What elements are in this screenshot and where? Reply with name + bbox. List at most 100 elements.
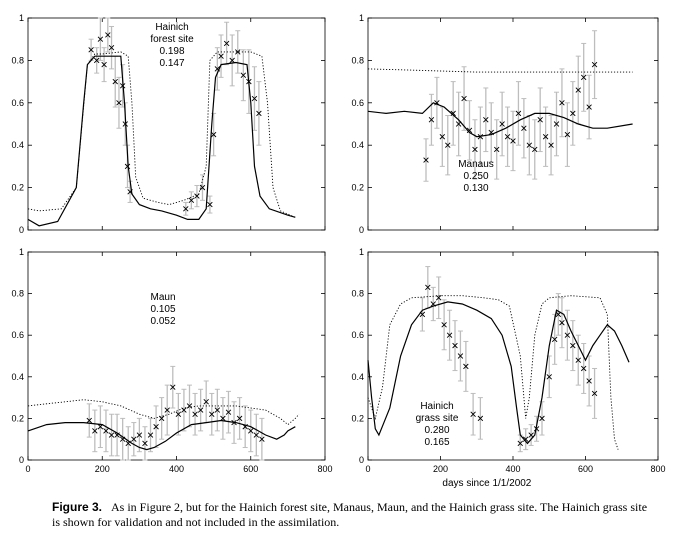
observation-point: [86, 417, 92, 424]
observation-point: [136, 432, 143, 438]
prior-line: [27, 51, 296, 218]
observation-point: [203, 399, 209, 405]
observation-point: [214, 66, 221, 72]
observation-point: [463, 363, 469, 370]
observation-point: [455, 121, 462, 127]
x-axis-label: days since 1/1/2002: [442, 478, 531, 489]
observation-point: [210, 131, 217, 138]
y-tick-label: 0.2: [351, 413, 364, 423]
posterior-line: [27, 55, 296, 227]
caption-text: As in Figure 2, but for the Hainich fore…: [52, 500, 648, 529]
observation-point: [521, 125, 527, 131]
observation-point: [175, 411, 182, 417]
posterior-value: 0.165: [424, 437, 449, 448]
y-tick-label: 0.8: [351, 55, 364, 65]
posterior-value: 0.147: [159, 58, 184, 69]
observation-point: [510, 138, 516, 144]
observation-point: [575, 357, 581, 363]
site-label-line-2: forest site: [150, 34, 194, 45]
observation-point: [586, 104, 592, 110]
observation-point: [192, 411, 198, 417]
observation-point: [537, 117, 543, 123]
observation-point: [183, 206, 189, 212]
observation-point: [559, 320, 565, 326]
prior-line: [367, 295, 619, 450]
observation-point: [92, 428, 98, 434]
x-tick-label: 600: [578, 464, 593, 474]
y-tick-label: 0.2: [11, 183, 24, 193]
y-tick-label: 1: [19, 13, 24, 23]
observation-point: [591, 61, 598, 68]
y-tick-label: 1: [19, 247, 24, 257]
observation-point: [517, 440, 523, 447]
observation-point: [452, 342, 458, 349]
posterior-line: [367, 301, 630, 445]
observation-point: [116, 100, 122, 106]
observation-point: [170, 384, 176, 390]
observation-point: [551, 336, 558, 343]
observation-point: [499, 121, 505, 127]
y-tick-label: 0.2: [11, 413, 24, 423]
posterior-line: [367, 102, 633, 138]
observation-point: [539, 415, 545, 422]
observation-point: [477, 134, 484, 140]
site-label-line-1: Hainich: [420, 401, 453, 412]
observation-point: [142, 440, 148, 447]
observation-point: [103, 428, 109, 434]
observation-point: [434, 100, 440, 106]
observation-point: [559, 100, 565, 106]
observation-point: [504, 134, 511, 140]
observation-point: [533, 426, 540, 432]
prior-value: 0.250: [463, 171, 488, 182]
y-tick-label: 0.6: [11, 330, 24, 340]
x-tick-label: 0: [25, 464, 30, 474]
y-tick-label: 0.2: [351, 183, 364, 193]
y-tick-label: 0.8: [351, 289, 364, 299]
observation-point: [158, 415, 165, 422]
observation-point: [575, 87, 581, 93]
observation-point: [199, 184, 206, 191]
observation-point: [122, 121, 128, 127]
y-tick-label: 0: [359, 225, 364, 235]
x-tick-label: 200: [433, 464, 448, 474]
observation-point: [246, 78, 252, 85]
observation-point: [188, 197, 195, 204]
caption-label: Figure 3.: [52, 500, 103, 514]
observation-point: [446, 332, 453, 338]
observation-point: [472, 146, 478, 153]
observation-point: [225, 409, 232, 415]
observation-point: [209, 411, 215, 417]
y-tick-label: 0.6: [351, 98, 364, 108]
observation-point: [105, 32, 111, 38]
observation-point: [591, 390, 598, 397]
observation-point: [218, 53, 224, 59]
observation-point: [564, 131, 571, 138]
observation-point: [240, 72, 247, 78]
observation-point: [461, 95, 467, 102]
observation-point: [242, 424, 248, 430]
posterior-line: [27, 419, 296, 451]
panel-3: 0 0.2 0.4 0.6 0.8 1 0 200 400 600 800 Maun0.1050.05…: [11, 247, 332, 474]
observation-point: [88, 47, 94, 53]
observation-point: [466, 127, 473, 134]
observation-point: [430, 301, 436, 307]
observation-point: [223, 40, 230, 47]
prior-value: 0.198: [159, 46, 184, 57]
y-tick-label: 0.6: [351, 330, 364, 340]
observation-point: [101, 61, 107, 68]
x-tick-label: 800: [317, 464, 332, 474]
observation-point: [186, 403, 193, 409]
observation-point: [124, 163, 131, 170]
observation-point: [428, 117, 435, 123]
observation-point: [528, 432, 534, 438]
observation-point: [220, 415, 226, 422]
observation-point: [108, 432, 115, 438]
observation-point: [548, 142, 554, 148]
prior-value: 0.280: [424, 425, 449, 436]
y-tick-label: 0.8: [11, 289, 24, 299]
observation-point: [108, 44, 115, 51]
observation-point: [515, 110, 522, 117]
observation-point: [248, 428, 254, 434]
